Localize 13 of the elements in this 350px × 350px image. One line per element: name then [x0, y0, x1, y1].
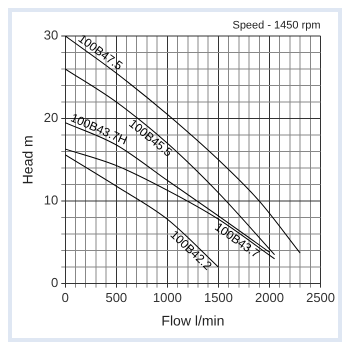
y-axis-title: Head m: [19, 135, 36, 184]
y-tick-label: 0: [51, 275, 58, 290]
x-axis-title: Flow l/min: [161, 312, 224, 328]
x-tick-label: 1000: [152, 290, 182, 305]
x-tick-label: 1500: [204, 290, 233, 305]
y-tick-label: 10: [44, 192, 58, 208]
y-tick-label: 30: [44, 28, 58, 43]
y-tick-label: 20: [44, 110, 58, 126]
x-tick-label: 0: [62, 290, 69, 305]
text: Speed - 1450 rpm: [232, 20, 321, 32]
x-tick-label: 2500: [306, 290, 335, 305]
x-tick-label: 500: [105, 290, 128, 305]
x-tick-label: 2000: [255, 290, 284, 305]
